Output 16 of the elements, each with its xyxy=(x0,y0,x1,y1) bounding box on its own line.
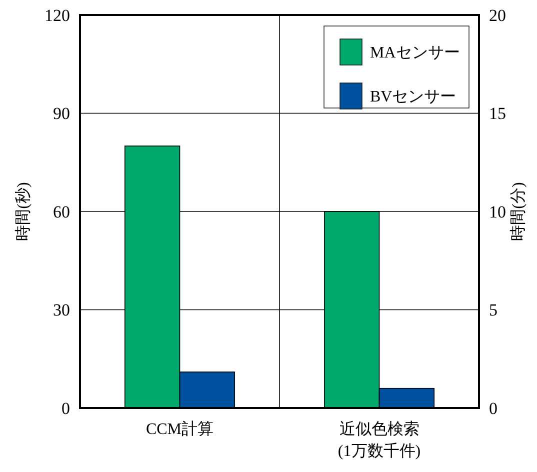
y2-tick-label: 20 xyxy=(489,6,506,25)
y2-tick-label: 15 xyxy=(489,104,506,124)
y-tick-label: 120 xyxy=(44,6,70,25)
y2-tick-label: 5 xyxy=(489,300,498,320)
x-tick-label: 近似色検索 (1万数千件) xyxy=(338,420,421,460)
y2-tick-label: 10 xyxy=(489,202,506,222)
y-tick-label: 60 xyxy=(53,202,70,222)
y-tick-label: 90 xyxy=(53,104,70,124)
y-axis-title: 時間(秒) xyxy=(14,182,32,241)
x-tick-label: CCM計算 xyxy=(146,420,214,438)
legend-label: BVセンサー xyxy=(370,88,456,106)
legend-label: MAセンサー xyxy=(370,44,460,62)
y2-tick-label: 0 xyxy=(489,398,498,418)
y2-axis-title: 時間(分) xyxy=(509,182,527,241)
y-tick-label: 30 xyxy=(53,300,70,320)
y-tick-label: 0 xyxy=(62,398,70,418)
